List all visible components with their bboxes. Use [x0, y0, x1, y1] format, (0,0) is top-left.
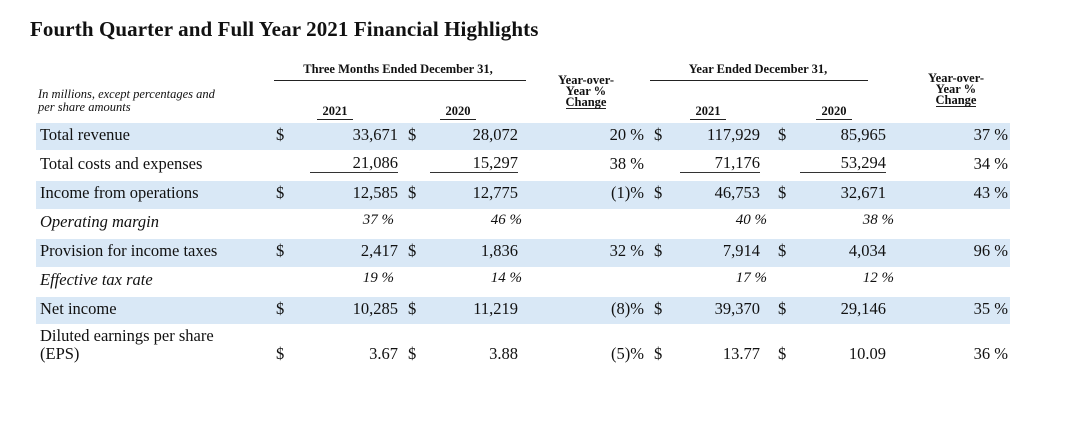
dollar-sign: $: [778, 183, 787, 202]
dollar-sign: $: [654, 344, 663, 363]
cell-y2021: 13.77: [722, 344, 760, 363]
dollar-sign: $: [778, 125, 787, 144]
cell-y2021: 7,914: [722, 241, 760, 260]
cell-q2021: 21,086: [310, 154, 398, 173]
row-label: Diluted earnings per share: [40, 326, 214, 345]
dollar-sign: $: [276, 299, 285, 318]
page-title: Fourth Quarter and Full Year 2021 Financ…: [30, 17, 539, 41]
cell-q2021: 37 %: [362, 212, 394, 228]
cell-yoy-quarter: 20 %: [609, 125, 644, 144]
cell-y2021: 46,753: [714, 183, 760, 202]
cell-y2021: 40 %: [735, 212, 767, 228]
dollar-sign: $: [654, 299, 663, 318]
group-header-quarter-rule: [274, 80, 526, 81]
cell-y2021: 71,176: [680, 154, 760, 173]
cell-q2021: 10,285: [352, 299, 398, 318]
col-header-q2020: 2020: [440, 104, 476, 120]
yoy-header-year-line1: Year-over-: [928, 71, 984, 85]
cell-q2020: 46 %: [490, 212, 522, 228]
cell-yoy-year: 34 %: [973, 154, 1008, 173]
row-label: Provision for income taxes: [40, 241, 218, 260]
cell-q2021: 33,671: [352, 125, 398, 144]
cell-yoy-year: 37 %: [973, 125, 1008, 144]
row-label: Net income: [40, 299, 117, 318]
dollar-sign: $: [654, 125, 663, 144]
yoy-header-quarter-line2: Year %: [565, 84, 607, 98]
cell-q2020: 3.88: [489, 344, 518, 363]
dollar-sign: $: [276, 183, 285, 202]
col-header-y2020: 2020: [816, 104, 852, 120]
dollar-sign: $: [276, 344, 285, 363]
row-label: Total costs and expenses: [40, 154, 203, 173]
cell-yoy-quarter: 32 %: [609, 241, 644, 260]
dollar-sign: $: [276, 241, 285, 260]
cell-q2020: 11,219: [473, 299, 518, 318]
row-stripe: [36, 239, 1010, 267]
dollar-sign: $: [408, 344, 417, 363]
cell-yoy-year: 36 %: [973, 344, 1008, 363]
row-label: Total revenue: [40, 125, 131, 144]
cell-y2020: 4,034: [848, 241, 886, 260]
cell-yoy-quarter: (1)%: [611, 183, 644, 202]
group-header-year: Year Ended December 31,: [688, 62, 828, 76]
cell-y2021: 17 %: [735, 270, 767, 286]
yoy-header-year-line2: Year %: [935, 82, 977, 96]
row-stripe: [36, 297, 1010, 324]
cell-q2020: 12,775: [472, 183, 518, 202]
cell-y2021: 39,370: [714, 299, 760, 318]
cell-y2020: 38 %: [862, 212, 894, 228]
dollar-sign: $: [778, 299, 787, 318]
cell-yoy-year: 96 %: [973, 241, 1008, 260]
cell-y2020: 32,671: [840, 183, 886, 202]
cell-q2020: 15,297: [430, 154, 518, 173]
row-label: Income from operations: [40, 183, 199, 202]
cell-y2020: 85,965: [840, 125, 886, 144]
cell-yoy-quarter: (8)%: [611, 299, 644, 318]
col-header-y2021: 2021: [690, 104, 726, 120]
cell-q2021: 2,417: [360, 241, 398, 260]
yoy-header-quarter: Year-over- Year % Change: [545, 73, 627, 109]
dollar-sign: $: [408, 241, 417, 260]
cell-yoy-quarter: 38 %: [609, 154, 644, 173]
yoy-header-quarter-line3: Change: [565, 95, 607, 109]
dollar-sign: $: [778, 241, 787, 260]
row-label-line2: (EPS): [40, 344, 80, 363]
group-header-quarter: Three Months Ended December 31,: [303, 62, 493, 76]
row-stripe: [36, 123, 1010, 150]
row-stripe: [36, 181, 1010, 209]
table-note-line1: In millions, except percentages and: [38, 87, 215, 101]
yoy-header-year: Year-over- Year % Change: [914, 71, 998, 107]
cell-yoy-year: 43 %: [973, 183, 1008, 202]
dollar-sign: $: [778, 344, 787, 363]
cell-q2021: 12,585: [352, 183, 398, 202]
dollar-sign: $: [654, 241, 663, 260]
col-header-q2021: 2021: [317, 104, 353, 120]
table-note-line2: per share amounts: [38, 100, 131, 114]
yoy-header-quarter-line1: Year-over-: [558, 73, 614, 87]
group-header-year-rule: [650, 80, 868, 81]
dollar-sign: $: [276, 125, 285, 144]
dollar-sign: $: [654, 183, 663, 202]
cell-q2020: 1,836: [480, 241, 518, 260]
cell-q2021: 19 %: [362, 270, 394, 286]
cell-yoy-year: 35 %: [973, 299, 1008, 318]
yoy-header-year-line3: Change: [935, 93, 977, 107]
cell-y2020: 29,146: [840, 299, 886, 318]
cell-q2020: 28,072: [472, 125, 518, 144]
cell-y2020: 10.09: [848, 344, 886, 363]
dollar-sign: $: [408, 299, 417, 318]
cell-y2020: 12 %: [862, 270, 894, 286]
cell-y2020: 53,294: [800, 154, 886, 173]
dollar-sign: $: [408, 125, 417, 144]
row-label: Operating margin: [40, 212, 160, 231]
row-label: Effective tax rate: [40, 270, 153, 289]
cell-q2021: 3.67: [369, 344, 398, 363]
cell-yoy-quarter: (5)%: [611, 344, 644, 363]
cell-q2020: 14 %: [490, 270, 522, 286]
cell-y2021: 117,929: [706, 125, 760, 144]
dollar-sign: $: [408, 183, 417, 202]
